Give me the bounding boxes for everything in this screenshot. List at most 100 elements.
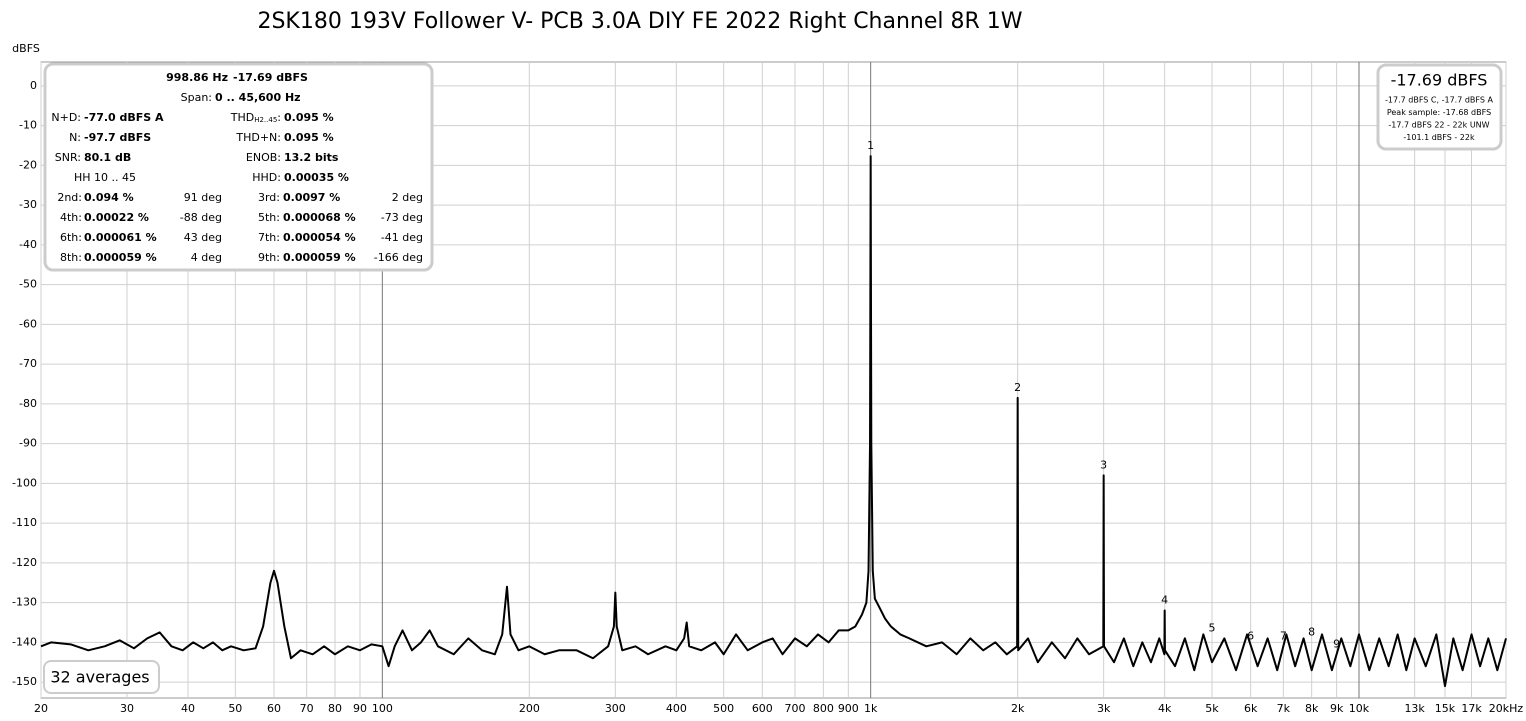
info-value: 0.095 % (284, 111, 334, 124)
harmonic-phase: -166 deg (374, 251, 423, 264)
x-tick-label: 700 (785, 702, 806, 715)
harmonic-phase: -73 deg (381, 211, 423, 224)
harmonic-marker: 8 (1308, 625, 1315, 638)
harmonic-phase: 91 deg (184, 191, 222, 204)
info-value: 13.2 bits (284, 151, 339, 164)
info-span: 0 .. 45,600 Hz (215, 91, 301, 104)
averages-label: 32 averages (50, 668, 149, 687)
level-line: -101.1 dBFS - 22k (1403, 133, 1475, 142)
y-tick-label: -90 (19, 437, 37, 450)
info-label-sub: H2..45 (254, 116, 277, 124)
info-value: -77.0 dBFS A (84, 111, 164, 124)
info-level: -17.69 dBFS (233, 71, 308, 84)
info-label: HH 10 .. 45 (74, 171, 136, 184)
info-label-suffix: : (277, 111, 281, 124)
y-tick-label: -130 (12, 596, 37, 609)
harmonic-marker: 9 (1333, 637, 1340, 650)
info-label: HHD: (252, 171, 281, 184)
x-tick-label: 6k (1244, 702, 1258, 715)
level-box (1376, 63, 1503, 151)
harmonic-phase: -88 deg (180, 211, 222, 224)
x-tick-label: 40 (181, 702, 195, 715)
harmonic-label: 7th: (258, 231, 280, 244)
y-tick-label: -10 (19, 119, 37, 132)
y-tick-label: -50 (19, 278, 37, 291)
harmonic-phase: 43 deg (184, 231, 222, 244)
harmonic-value: 0.094 % (84, 191, 134, 204)
y-tick-label: -140 (12, 635, 37, 648)
info-box (43, 62, 434, 272)
harmonic-value: 0.000061 % (84, 231, 157, 244)
level-line: -17.7 dBFS 22 - 22k UNW (1388, 121, 1489, 130)
info-label: ENOB: (246, 151, 281, 164)
harmonic-label: 3rd: (258, 191, 280, 204)
y-tick-label: -150 (12, 675, 37, 688)
info-frequency: 998.86 Hz (166, 71, 228, 84)
x-tick-label: 1k (864, 702, 878, 715)
x-tick-label: 17k (1461, 702, 1482, 715)
x-tick-label: 20 (34, 702, 48, 715)
y-tick-label: -80 (19, 397, 37, 410)
x-tick-label: 200 (519, 702, 540, 715)
info-span-label: Span: (181, 91, 212, 104)
harmonic-marker: 5 (1208, 621, 1215, 634)
harmonic-label: 2nd: (57, 191, 82, 204)
harmonic-value: 0.0097 % (283, 191, 340, 204)
harmonic-marker: 4 (1161, 594, 1168, 607)
harmonic-label: 6th: (60, 231, 82, 244)
spectrum-line (40, 155, 1507, 688)
x-tick-label: 5k (1205, 702, 1219, 715)
y-tick-label: -20 (19, 158, 37, 171)
level-main: -17.69 dBFS (1391, 71, 1488, 90)
harmonic-value: 0.000068 % (283, 211, 356, 224)
x-tick-label: 100 (372, 702, 393, 715)
x-tick-label: 300 (605, 702, 626, 715)
x-tick-label: 3k (1097, 702, 1111, 715)
harmonic-phase: -41 deg (381, 231, 423, 244)
x-tick-label: 9k (1330, 702, 1344, 715)
y-tick-label: -30 (19, 198, 37, 211)
info-label: THDH2..45: (230, 111, 281, 124)
info-label-main: THD (230, 111, 254, 124)
info-value: -97.7 dBFS (84, 131, 151, 144)
harmonic-marker: 7 (1280, 629, 1287, 642)
x-tick-label: 800 (813, 702, 834, 715)
x-tick-label: 2k (1011, 702, 1025, 715)
x-tick-label: 7k (1277, 702, 1291, 715)
y-axis-label: dBFS (12, 42, 40, 55)
harmonic-label: 9th: (258, 251, 280, 264)
x-tick-label: 80 (328, 702, 342, 715)
info-label: N+D: (51, 111, 81, 124)
harmonic-marker: 6 (1247, 629, 1254, 642)
x-tick-label: 13k (1404, 702, 1425, 715)
harmonic-value: 0.000059 % (283, 251, 356, 264)
x-tick-label: 70 (300, 702, 314, 715)
x-tick-label: 10k (1349, 702, 1370, 715)
harmonic-phase: 4 deg (191, 251, 222, 264)
y-tick-label: -70 (19, 357, 37, 370)
x-tick-label: 8k (1305, 702, 1319, 715)
info-label: THD+N: (235, 131, 281, 144)
x-tick-label: 60 (267, 702, 281, 715)
x-tick-label: 20kHz (1489, 702, 1524, 715)
y-tick-label: -40 (19, 238, 37, 251)
harmonic-marker: 2 (1014, 381, 1021, 394)
y-tick-label: 0 (30, 79, 37, 92)
harmonic-marker: 1 (867, 139, 874, 152)
harmonic-value: 0.00022 % (84, 211, 149, 224)
y-tick-label: -110 (12, 516, 37, 529)
level-line: -17.7 dBFS C, -17.7 dBFS A (1385, 96, 1493, 105)
x-tick-label: 15k (1435, 702, 1456, 715)
harmonic-marker: 3 (1100, 458, 1107, 471)
harmonic-label: 5th: (258, 211, 280, 224)
averages-box (43, 660, 160, 694)
info-label: N: (69, 131, 81, 144)
x-tick-label: 90 (353, 702, 367, 715)
level-line: Peak sample: -17.68 dBFS (1387, 108, 1491, 117)
y-tick-label: -120 (12, 556, 37, 569)
info-value: 80.1 dB (84, 151, 131, 164)
y-tick-label: -100 (12, 476, 37, 489)
info-value: 0.095 % (284, 131, 334, 144)
x-tick-label: 500 (713, 702, 734, 715)
